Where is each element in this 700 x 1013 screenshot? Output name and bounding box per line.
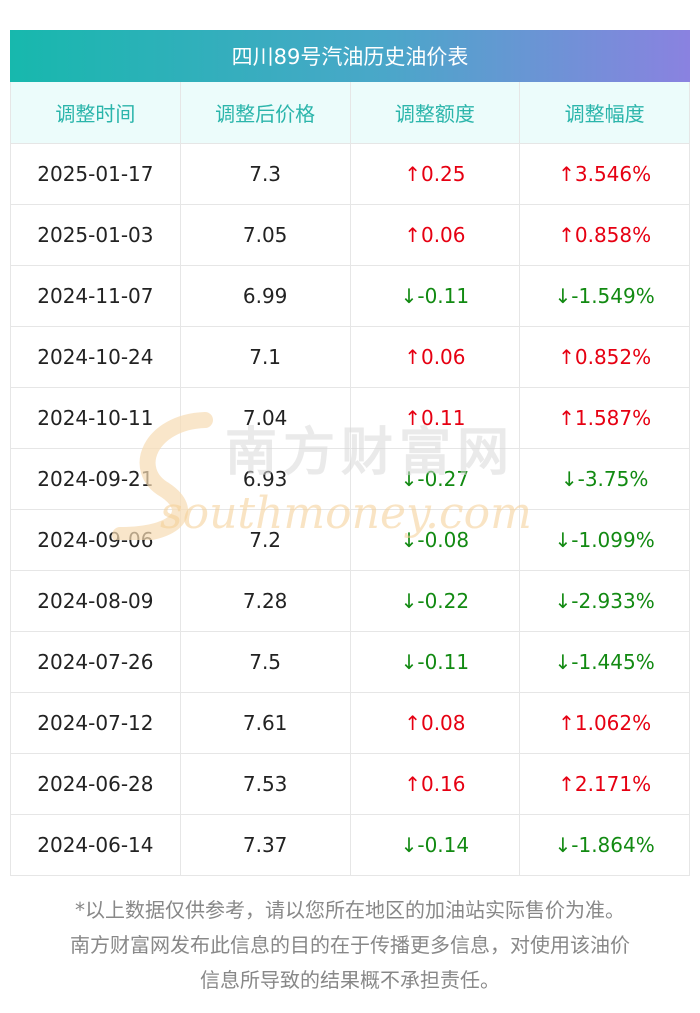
cell-price: 7.05	[179, 204, 351, 266]
table-row: 2025-01-17 7.3 ↑0.25 ↑3.546%	[10, 143, 690, 205]
table-row: 2024-11-07 6.99 ↓-0.11 ↓-1.549%	[10, 265, 690, 327]
cell-change: ↓-0.11	[349, 265, 521, 327]
cell-price: 7.37	[179, 814, 351, 876]
cell-price: 7.53	[179, 753, 351, 815]
cell-price: 6.93	[179, 448, 351, 510]
table-row: 2024-06-28 7.53 ↑0.16 ↑2.171%	[10, 753, 690, 815]
disclaimer-line: *以上数据仅供参考，请以您所在地区的加油站实际售价为准。	[75, 898, 625, 922]
cell-percent: ↑0.858%	[519, 204, 690, 266]
cell-percent: ↓-1.445%	[519, 631, 690, 693]
cell-change: ↑0.25	[349, 143, 521, 205]
header-price: 调整后价格	[179, 82, 351, 144]
cell-price: 6.99	[179, 265, 351, 327]
table-row: 2024-07-12 7.61 ↑0.08 ↑1.062%	[10, 692, 690, 754]
cell-change: ↑0.16	[349, 753, 521, 815]
cell-price: 7.5	[179, 631, 351, 693]
header-change: 调整额度	[349, 82, 521, 144]
cell-price: 7.28	[179, 570, 351, 632]
cell-date: 2024-09-21	[10, 448, 181, 510]
table-row: 2024-08-09 7.28 ↓-0.22 ↓-2.933%	[10, 570, 690, 632]
cell-percent: ↑3.546%	[519, 143, 690, 205]
cell-percent: ↑1.062%	[519, 692, 690, 754]
cell-date: 2024-07-12	[10, 692, 181, 754]
cell-percent: ↑1.587%	[519, 387, 690, 449]
table-row: 2024-07-26 7.5 ↓-0.11 ↓-1.445%	[10, 631, 690, 693]
cell-price: 7.04	[179, 387, 351, 449]
cell-percent: ↓-2.933%	[519, 570, 690, 632]
disclaimer-line: 南方财富网发布此信息的目的在于传播更多信息，对使用该油价	[70, 933, 630, 957]
disclaimer-line: 信息所导致的结果概不承担责任。	[200, 968, 500, 992]
cell-date: 2024-11-07	[10, 265, 181, 327]
cell-change: ↓-0.14	[349, 814, 521, 876]
header-percent: 调整幅度	[519, 82, 690, 144]
table-title: 四川89号汽油历史油价表	[10, 30, 690, 82]
cell-change: ↓-0.22	[349, 570, 521, 632]
table-row: 2024-09-06 7.2 ↓-0.08 ↓-1.099%	[10, 509, 690, 571]
cell-change: ↑0.06	[349, 204, 521, 266]
cell-price: 7.2	[179, 509, 351, 571]
cell-price: 7.1	[179, 326, 351, 388]
cell-change: ↑0.08	[349, 692, 521, 754]
cell-change: ↑0.06	[349, 326, 521, 388]
table-row: 2024-10-11 7.04 ↑0.11 ↑1.587%	[10, 387, 690, 449]
table-row: 2025-01-03 7.05 ↑0.06 ↑0.858%	[10, 204, 690, 266]
cell-date: 2025-01-03	[10, 204, 181, 266]
price-table-card: 四川89号汽油历史油价表 调整时间 调整后价格 调整额度 调整幅度 2025-0…	[10, 30, 690, 876]
cell-date: 2024-09-06	[10, 509, 181, 571]
cell-date: 2024-10-24	[10, 326, 181, 388]
disclaimer: *以上数据仅供参考，请以您所在地区的加油站实际售价为准。 南方财富网发布此信息的…	[0, 893, 700, 998]
table-row: 2024-10-24 7.1 ↑0.06 ↑0.852%	[10, 326, 690, 388]
cell-date: 2024-06-28	[10, 753, 181, 815]
cell-change: ↓-0.08	[349, 509, 521, 571]
table-row: 2024-09-21 6.93 ↓-0.27 ↓-3.75%	[10, 448, 690, 510]
cell-date: 2024-10-11	[10, 387, 181, 449]
cell-date: 2025-01-17	[10, 143, 181, 205]
cell-percent: ↓-3.75%	[519, 448, 690, 510]
header-date: 调整时间	[10, 82, 181, 144]
table-header-row: 调整时间 调整后价格 调整额度 调整幅度	[10, 82, 690, 144]
price-table: 调整时间 调整后价格 调整额度 调整幅度 2025-01-17 7.3 ↑0.25 ↑…	[10, 82, 690, 876]
cell-price: 7.61	[179, 692, 351, 754]
cell-date: 2024-08-09	[10, 570, 181, 632]
cell-date: 2024-07-26	[10, 631, 181, 693]
cell-change: ↑0.11	[349, 387, 521, 449]
cell-date: 2024-06-14	[10, 814, 181, 876]
cell-change: ↓-0.11	[349, 631, 521, 693]
table-row: 2024-06-14 7.37 ↓-0.14 ↓-1.864%	[10, 814, 690, 876]
cell-percent: ↓-1.864%	[519, 814, 690, 876]
cell-percent: ↓-1.549%	[519, 265, 690, 327]
cell-change: ↓-0.27	[349, 448, 521, 510]
cell-price: 7.3	[179, 143, 351, 205]
cell-percent: ↑2.171%	[519, 753, 690, 815]
cell-percent: ↑0.852%	[519, 326, 690, 388]
cell-percent: ↓-1.099%	[519, 509, 690, 571]
